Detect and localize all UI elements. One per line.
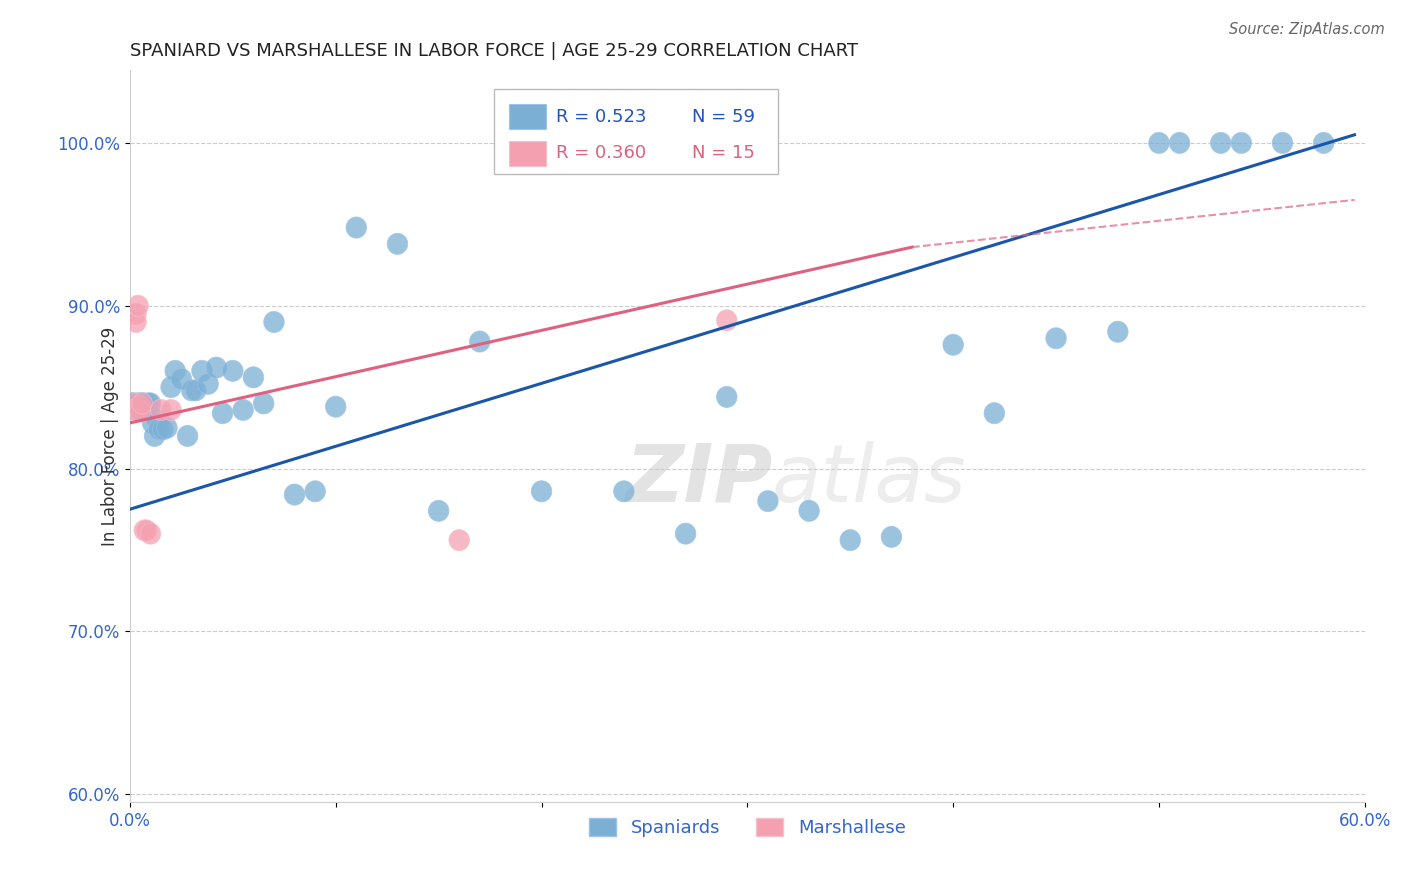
Ellipse shape	[284, 484, 305, 505]
Text: SPANIARD VS MARSHALLESE IN LABOR FORCE | AGE 25-29 CORRELATION CHART: SPANIARD VS MARSHALLESE IN LABOR FORCE |…	[129, 42, 858, 60]
Ellipse shape	[145, 425, 165, 447]
Ellipse shape	[177, 425, 198, 447]
Ellipse shape	[717, 386, 737, 408]
Ellipse shape	[470, 331, 491, 352]
Legend: Spaniards, Marshallese: Spaniards, Marshallese	[582, 811, 912, 845]
Ellipse shape	[449, 530, 470, 550]
Ellipse shape	[1046, 327, 1066, 349]
Ellipse shape	[243, 367, 264, 388]
Ellipse shape	[172, 368, 191, 390]
Ellipse shape	[222, 360, 243, 382]
Ellipse shape	[149, 419, 169, 440]
Ellipse shape	[132, 392, 152, 414]
Ellipse shape	[191, 360, 212, 382]
Ellipse shape	[758, 491, 779, 512]
Ellipse shape	[1211, 132, 1232, 153]
Ellipse shape	[1108, 321, 1128, 343]
Ellipse shape	[984, 402, 1005, 424]
FancyBboxPatch shape	[509, 104, 546, 129]
Ellipse shape	[181, 380, 202, 401]
Ellipse shape	[1232, 132, 1251, 153]
Ellipse shape	[141, 392, 160, 414]
Ellipse shape	[124, 400, 145, 420]
Ellipse shape	[129, 401, 150, 422]
Ellipse shape	[132, 400, 152, 420]
Ellipse shape	[125, 400, 146, 420]
Ellipse shape	[429, 500, 449, 522]
Ellipse shape	[125, 311, 146, 333]
Ellipse shape	[531, 481, 551, 502]
Ellipse shape	[1149, 132, 1170, 153]
Text: Source: ZipAtlas.com: Source: ZipAtlas.com	[1229, 22, 1385, 37]
Ellipse shape	[165, 360, 186, 382]
Ellipse shape	[156, 417, 177, 438]
Ellipse shape	[128, 392, 149, 414]
Ellipse shape	[675, 523, 696, 544]
Ellipse shape	[160, 400, 181, 420]
Ellipse shape	[346, 217, 367, 238]
Ellipse shape	[124, 392, 145, 414]
Ellipse shape	[325, 396, 346, 417]
Ellipse shape	[146, 409, 167, 430]
Ellipse shape	[387, 234, 408, 254]
Ellipse shape	[125, 303, 146, 325]
FancyBboxPatch shape	[509, 141, 546, 166]
Ellipse shape	[129, 396, 150, 417]
Ellipse shape	[132, 392, 152, 414]
Ellipse shape	[150, 400, 172, 420]
Ellipse shape	[138, 392, 159, 414]
Ellipse shape	[233, 400, 253, 420]
Ellipse shape	[717, 310, 737, 331]
Ellipse shape	[253, 392, 274, 414]
Ellipse shape	[136, 400, 156, 420]
Text: N = 59: N = 59	[692, 108, 755, 126]
Y-axis label: In Labor Force | Age 25-29: In Labor Force | Age 25-29	[101, 326, 118, 546]
Ellipse shape	[799, 500, 820, 522]
Ellipse shape	[134, 392, 155, 414]
Ellipse shape	[122, 392, 142, 414]
Ellipse shape	[207, 357, 226, 378]
Ellipse shape	[152, 419, 173, 440]
Ellipse shape	[212, 402, 233, 424]
Ellipse shape	[882, 526, 901, 548]
Ellipse shape	[128, 400, 149, 420]
Text: R = 0.523: R = 0.523	[555, 108, 647, 126]
Ellipse shape	[264, 311, 284, 333]
Text: ZIP: ZIP	[624, 441, 772, 519]
Ellipse shape	[1272, 132, 1292, 153]
Text: R = 0.360: R = 0.360	[555, 145, 647, 162]
Ellipse shape	[134, 520, 155, 541]
FancyBboxPatch shape	[494, 89, 779, 174]
Ellipse shape	[129, 392, 150, 414]
Ellipse shape	[305, 481, 325, 502]
Text: N = 15: N = 15	[692, 145, 755, 162]
Ellipse shape	[1313, 132, 1334, 153]
Ellipse shape	[943, 334, 963, 355]
Ellipse shape	[198, 373, 218, 394]
Ellipse shape	[128, 295, 149, 317]
Ellipse shape	[613, 481, 634, 502]
Ellipse shape	[160, 376, 181, 398]
Text: atlas: atlas	[772, 441, 967, 519]
Ellipse shape	[839, 530, 860, 550]
Ellipse shape	[142, 412, 163, 434]
Ellipse shape	[136, 520, 156, 541]
Ellipse shape	[129, 400, 150, 420]
Ellipse shape	[122, 392, 142, 414]
Ellipse shape	[186, 380, 207, 401]
Ellipse shape	[141, 523, 160, 544]
Ellipse shape	[1170, 132, 1189, 153]
